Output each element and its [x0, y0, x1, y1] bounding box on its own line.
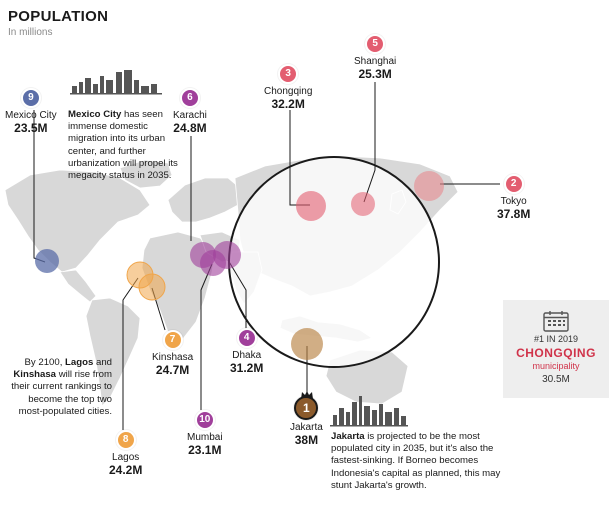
city-bubbles — [35, 171, 444, 360]
south-america-shape — [85, 297, 141, 407]
city-value: 24.8M — [173, 121, 207, 135]
note-mexico-city: Mexico City has seen immense domestic mi… — [68, 109, 188, 182]
note-africa-lagos: Lagos — [65, 357, 94, 368]
rank-badge: 3 — [278, 64, 299, 84]
bubble-shanghai — [351, 192, 375, 216]
note-lagos-kinshasa: By 2100, Lagos and Kinshasa will rise fr… — [8, 357, 112, 418]
leader-lines — [33, 82, 500, 430]
city-name: Jakarta — [290, 422, 323, 433]
infobox-city: CHONGQING — [516, 346, 596, 360]
infobox-type: municipality — [532, 361, 580, 371]
bubble-jakarta — [291, 328, 323, 360]
page-title: POPULATION — [8, 8, 109, 25]
europe-shape — [167, 177, 241, 223]
city-name: Mexico City — [5, 110, 57, 121]
city-value: 23.1M — [188, 443, 222, 457]
city-value: 23.5M — [14, 121, 48, 135]
city-tokyo: 2 Tokyo 37.8M — [497, 174, 530, 221]
city-value: 31.2M — [230, 361, 264, 375]
north-america-shape — [4, 169, 151, 273]
city-mumbai: 10 Mumbai 23.1M — [187, 410, 223, 457]
city-lagos: 8 Lagos 24.2M — [109, 430, 142, 477]
bubble-tokyo — [414, 171, 444, 201]
rank-badge: 1 — [294, 396, 319, 420]
city-shanghai: 5 Shanghai 25.3M — [354, 34, 396, 81]
city-name: Dhaka — [232, 350, 262, 361]
note-jakarta-bold: Jakarta — [331, 431, 365, 442]
city-mexico-city: 9 Mexico City 23.5M — [5, 88, 57, 135]
city-chongqing: 3 Chongqing 32.2M — [264, 64, 312, 111]
city-name: Shanghai — [354, 56, 397, 67]
city-name: Kinshasa — [152, 352, 194, 363]
note-mexico-text: has seen immense domestic migration into… — [68, 109, 178, 182]
mexico-skyline-icon — [70, 70, 162, 95]
city-name: Karachi — [173, 110, 207, 121]
crown-icon — [301, 386, 313, 399]
note-africa-text: will rise from their current rankings to… — [11, 369, 112, 417]
rank-badge: 7 — [162, 330, 183, 350]
city-name: Tokyo — [500, 196, 527, 207]
rank-badge: 9 — [20, 88, 41, 108]
city-name: Lagos — [112, 452, 140, 463]
city-value: 32.2M — [271, 97, 305, 111]
note-africa-kinshasa: Kinshasa — [13, 369, 57, 381]
central-america-shape — [59, 269, 97, 303]
leader-dhaka — [227, 259, 247, 330]
chongqing-2019-infobox: #1 IN 2019 CHONGQING municipality 30.5M — [503, 300, 609, 398]
note-africa-mid: and — [93, 357, 112, 368]
leader-shanghai — [363, 82, 376, 203]
rank-badge: 10 — [194, 410, 215, 430]
calendar-icon — [543, 310, 569, 332]
city-value: 25.3M — [358, 67, 392, 81]
infobox-value: 30.5M — [542, 374, 570, 385]
city-value: 38M — [294, 433, 319, 447]
bubble-chongqing — [296, 191, 326, 221]
bubble-kinshasa — [138, 273, 166, 301]
bubble-dhaka — [213, 241, 241, 269]
note-jakarta: Jakarta is projected to be the most popu… — [331, 431, 511, 492]
city-jakarta: 1 Jakarta 38M — [290, 396, 323, 447]
note-jakarta-text: is projected to be the most populated ci… — [331, 431, 501, 491]
rank-badge: 8 — [115, 430, 136, 450]
rank-badge: 5 — [365, 34, 386, 54]
city-dhaka: 4 Dhaka 31.2M — [230, 328, 263, 375]
city-value: 24.2M — [109, 463, 143, 477]
greenland-shape — [119, 159, 173, 189]
city-value: 37.8M — [497, 207, 531, 221]
jakarta-skyline-icon — [330, 396, 408, 427]
note-mexico-bold: Mexico City — [68, 109, 122, 120]
rank-badge: 4 — [236, 328, 257, 348]
city-value: 24.7M — [155, 363, 190, 377]
rank-badge: 2 — [503, 174, 524, 194]
note-africa-pre: By 2100, — [24, 357, 66, 368]
city-name: Mumbai — [187, 432, 223, 443]
infobox-rank: #1 IN 2019 — [533, 334, 579, 344]
page-subtitle: In millions — [8, 27, 53, 38]
city-karachi: 6 Karachi 24.8M — [173, 88, 207, 135]
rank-badge: 6 — [179, 88, 200, 108]
city-name: Chongqing — [264, 86, 313, 97]
bubble-mexico-city — [35, 249, 59, 273]
city-kinshasa: 7 Kinshasa 24.7M — [152, 330, 193, 377]
